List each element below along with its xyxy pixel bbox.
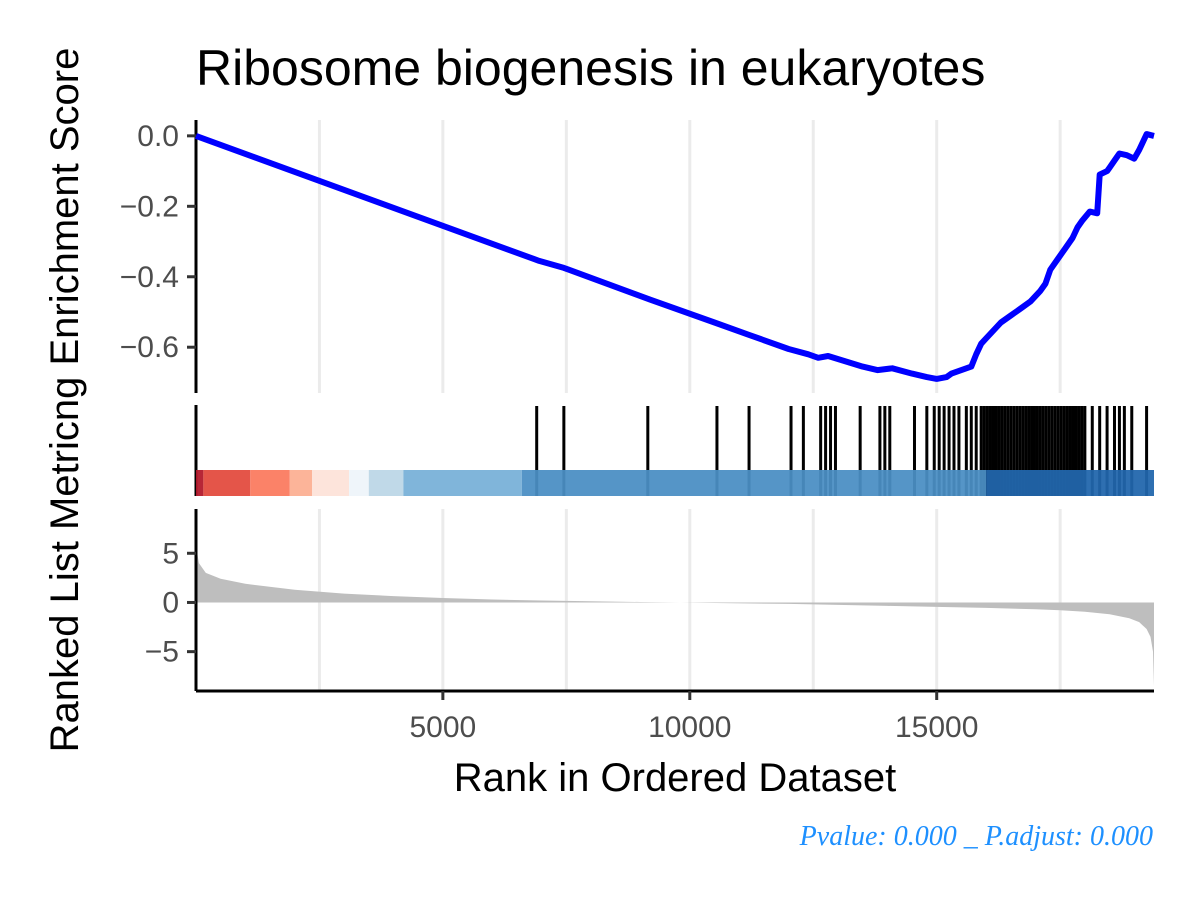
es-gridlines	[317, 120, 1062, 393]
color-bar-segment	[403, 470, 522, 496]
pvalue-annotation: Pvalue: 0.000 _ P.adjust: 0.000	[799, 821, 1153, 852]
x-axis-label: Rank in Ordered Dataset	[454, 756, 896, 800]
color-bar-segment	[250, 470, 290, 496]
ranked-metric-area	[196, 545, 1154, 687]
es-y-ticks: 0.0 −0.2 −0.4 −0.6	[120, 120, 196, 364]
es-tick-label: −0.6	[120, 331, 179, 364]
y-axis-label: Ranked List Metricng Enrichment Score	[43, 48, 87, 753]
es-tick-label: 0.0	[137, 120, 179, 153]
x-tick-label: 5000	[409, 711, 476, 744]
color-bar-segment	[289, 470, 313, 496]
chart-title: Ribosome biogenesis in eukaryotes	[196, 40, 985, 96]
metric-tick-label: −5	[145, 636, 179, 669]
color-bar-segment	[368, 470, 404, 496]
metric-tick-label: 5	[162, 537, 179, 570]
color-bar-segment	[312, 470, 350, 496]
es-tick-label: −0.4	[120, 261, 179, 294]
metric-y-ticks: 5 0 −5	[145, 537, 196, 669]
color-bar-segment	[203, 470, 251, 496]
color-bar-segment	[986, 470, 1154, 496]
rank-color-bar	[196, 470, 1154, 496]
enrichment-score-panel: 0.0 −0.2 −0.4 −0.6	[120, 120, 1155, 393]
color-bar-segment	[349, 470, 369, 496]
ranked-metric-panel: 5 0 −5 5000 10000 15000	[145, 509, 1154, 744]
es-tick-label: −0.2	[120, 190, 179, 223]
color-bar-segment	[521, 470, 987, 496]
x-tick-label: 10000	[648, 711, 731, 744]
metric-tick-label: 0	[162, 586, 179, 619]
running-enrichment-score-line	[194, 131, 1155, 382]
x-ticks: 5000 10000 15000	[409, 691, 978, 744]
color-bar-segment	[196, 470, 204, 496]
gene-hits-panel	[194, 405, 1154, 496]
x-tick-label: 15000	[895, 711, 978, 744]
